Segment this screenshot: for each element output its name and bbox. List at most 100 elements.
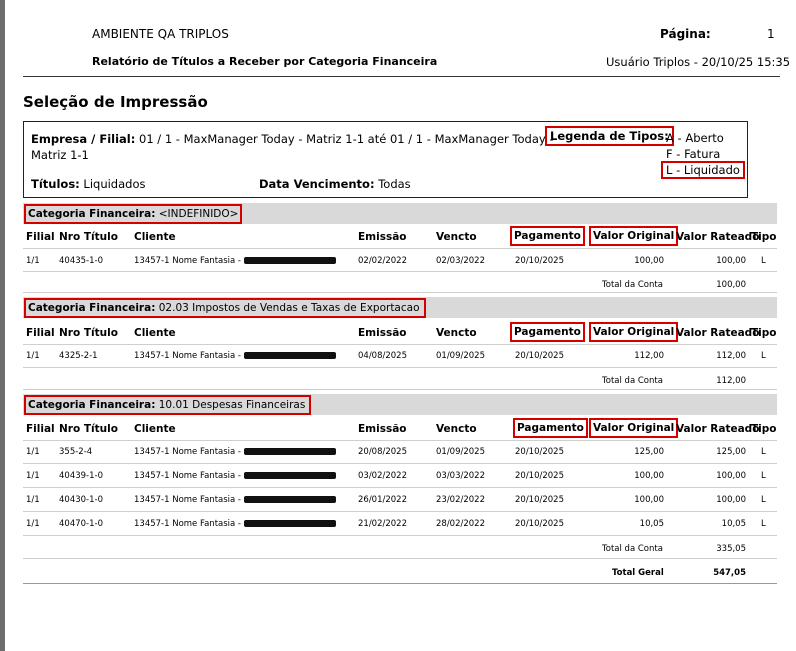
report-title: Relatório de Títulos a Receber por Categ…	[92, 55, 438, 68]
cell-tipo: L	[761, 351, 766, 361]
col-vencto: Vencto	[436, 423, 477, 435]
category-bar-despesas: Categoria Financeira: 10.01 Despesas Fin…	[23, 394, 777, 415]
category-label-key: Categoria Financeira:	[28, 302, 156, 314]
cell-nro-titulo: 355-2-4	[59, 447, 93, 457]
category-label-value: 02.03 Impostos de Vendas e Taxas de Expo…	[158, 302, 420, 314]
col-tipo: Tipo	[751, 231, 777, 243]
cell-vencto: 03/03/2022	[436, 471, 485, 481]
titulos-line: Títulos: Liquidados	[31, 177, 145, 191]
cell-valor-rateado: 100,00	[716, 256, 746, 266]
category-label: Categoria Financeira: 10.01 Despesas Fin…	[24, 395, 312, 415]
row-divider	[23, 463, 777, 464]
cell-emissao: 20/08/2025	[358, 447, 407, 457]
redaction-mark	[243, 448, 336, 455]
empresa-line: Empresa / Filial: 01 / 1 - MaxManager To…	[31, 132, 553, 146]
cell-pagamento: 20/10/2025	[515, 495, 564, 505]
cell-valor-original: 112,00	[634, 351, 664, 361]
row-divider	[23, 558, 777, 559]
cliente-text: 13457-1 Nome Fantasia -	[134, 519, 244, 529]
redaction-mark	[243, 257, 336, 264]
cliente-text: 13457-1 Nome Fantasia -	[134, 471, 244, 481]
cell-nro-titulo: 40430-1-0	[59, 495, 103, 505]
cliente-text: 13457-1 Nome Fantasia -	[134, 495, 244, 505]
col-filial: Filial	[26, 327, 55, 339]
total-geral-value: 547,05	[713, 568, 746, 578]
selection-title: Seleção de Impressão	[23, 93, 208, 111]
row-divider	[23, 292, 777, 293]
cell-emissao: 26/01/2022	[358, 495, 407, 505]
cell-vencto: 23/02/2022	[436, 495, 485, 505]
row-divider	[23, 367, 777, 368]
category-bar-impostos: Categoria Financeira: 02.03 Impostos de …	[23, 297, 777, 318]
col-emissao: Emissão	[358, 231, 407, 243]
cell-pagamento: 20/10/2025	[515, 447, 564, 457]
cell-tipo: L	[761, 471, 766, 481]
cell-valor-rateado: 100,00	[716, 471, 746, 481]
category-label-value: <INDEFINIDO>	[158, 208, 239, 220]
category-label: Categoria Financeira: 02.03 Impostos de …	[24, 298, 426, 318]
cell-filial: 1/1	[26, 351, 40, 361]
cell-tipo: L	[761, 495, 766, 505]
empresa-value-2: Matriz 1-1	[31, 148, 89, 162]
col-valor-rateado: Valor Rateado	[676, 423, 760, 435]
col-cliente: Cliente	[134, 423, 176, 435]
col-pagamento: Pagamento	[513, 418, 588, 438]
col-tipo: Tipo	[751, 327, 777, 339]
total-conta-value: 112,00	[716, 376, 746, 386]
cell-tipo: L	[761, 256, 766, 266]
user-datetime: Usuário Triplos - 20/10/25 15:35	[606, 55, 791, 69]
total-conta-label: Total da Conta	[602, 376, 663, 386]
legenda-item-liquidado: L - Liquidado	[661, 161, 745, 179]
page-label: Página:	[660, 27, 711, 41]
cell-emissao: 02/02/2022	[358, 256, 407, 266]
category-label-value: 10.01 Despesas Financeiras	[158, 399, 306, 411]
col-valor-original: Valor Original	[589, 418, 679, 438]
cell-pagamento: 20/10/2025	[515, 351, 564, 361]
row-divider	[23, 271, 777, 272]
cell-vencto: 28/02/2022	[436, 519, 485, 529]
cell-filial: 1/1	[26, 447, 40, 457]
header-divider	[23, 76, 780, 77]
cell-valor-original: 125,00	[634, 447, 664, 457]
cell-valor-rateado: 112,00	[716, 351, 746, 361]
cell-valor-rateado: 10,05	[721, 519, 746, 529]
col-pagamento: Pagamento	[510, 322, 585, 342]
empresa-value: 01 / 1 - MaxManager Today - Matriz 1-1 a…	[139, 132, 554, 146]
legenda-label: Legenda de Tipos:	[545, 126, 674, 146]
titulos-value: Liquidados	[83, 177, 146, 191]
total-geral-label: Total Geral	[612, 568, 664, 578]
cell-nro-titulo: 40439-1-0	[59, 471, 103, 481]
cell-tipo: L	[761, 447, 766, 457]
category-bar-indefinido: Categoria Financeira: <INDEFINIDO>	[23, 203, 777, 224]
col-cliente: Cliente	[134, 231, 176, 243]
category-label-key: Categoria Financeira:	[28, 399, 156, 411]
cell-valor-rateado: 100,00	[716, 495, 746, 505]
cell-cliente: 13457-1 Nome Fantasia -	[134, 519, 336, 529]
col-vencto: Vencto	[436, 327, 477, 339]
total-conta-label: Total da Conta	[602, 280, 663, 290]
cell-pagamento: 20/10/2025	[515, 519, 564, 529]
col-emissao: Emissão	[358, 327, 407, 339]
cliente-text: 13457-1 Nome Fantasia -	[134, 351, 244, 361]
row-divider	[23, 511, 777, 512]
col-filial: Filial	[26, 423, 55, 435]
cliente-text: 13457-1 Nome Fantasia -	[134, 447, 244, 457]
cell-pagamento: 20/10/2025	[515, 471, 564, 481]
data-vencimento-line: Data Vencimento: Todas	[259, 177, 411, 191]
cell-filial: 1/1	[26, 495, 40, 505]
redaction-mark	[243, 496, 336, 503]
col-valor-original: Valor Original	[589, 226, 679, 246]
col-tipo: Tipo	[751, 423, 777, 435]
data-vencimento-value: Todas	[378, 177, 411, 191]
cell-emissao: 21/02/2022	[358, 519, 407, 529]
col-filial: Filial	[26, 231, 55, 243]
cell-vencto: 02/03/2022	[436, 256, 485, 266]
row-divider	[23, 487, 777, 488]
cell-vencto: 01/09/2025	[436, 447, 485, 457]
row-divider	[23, 440, 777, 441]
cell-filial: 1/1	[26, 256, 40, 266]
titulos-label: Títulos:	[31, 177, 80, 191]
col-nro-titulo: Nro Título	[59, 327, 118, 339]
cliente-text: 13457-1 Nome Fantasia -	[134, 256, 244, 266]
col-valor-original: Valor Original	[589, 322, 679, 342]
